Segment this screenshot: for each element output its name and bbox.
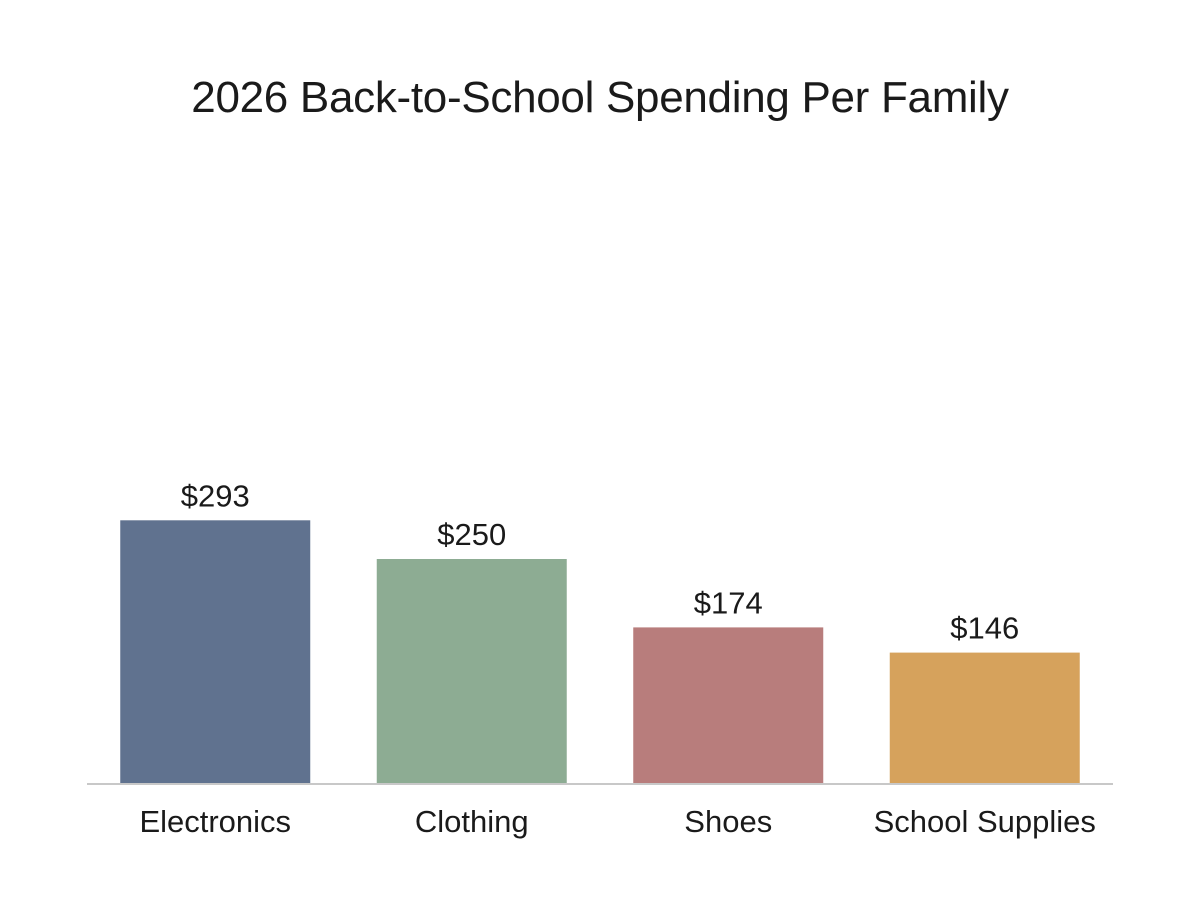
chart-title: 2026 Back-to-School Spending Per Family — [191, 73, 1009, 122]
x-tick-label: Clothing — [415, 804, 529, 839]
bar-shoes — [633, 627, 824, 784]
value-label: $174 — [694, 585, 763, 620]
bar-clothing — [376, 559, 567, 784]
bar-electronics — [120, 520, 311, 784]
value-label: $293 — [181, 478, 250, 513]
x-tick-label: Shoes — [684, 804, 772, 839]
value-labels-group: $293 $250 $174 $146 — [181, 478, 1019, 645]
x-tick-labels-group: Electronics Clothing Shoes School Supplies — [139, 804, 1095, 839]
x-tick-label: Electronics — [139, 804, 291, 839]
value-label: $250 — [437, 517, 506, 552]
value-label: $146 — [950, 611, 1019, 646]
bar-school-supplies — [889, 652, 1080, 784]
bars-group — [120, 520, 1080, 784]
x-tick-label: School Supplies — [874, 804, 1096, 839]
